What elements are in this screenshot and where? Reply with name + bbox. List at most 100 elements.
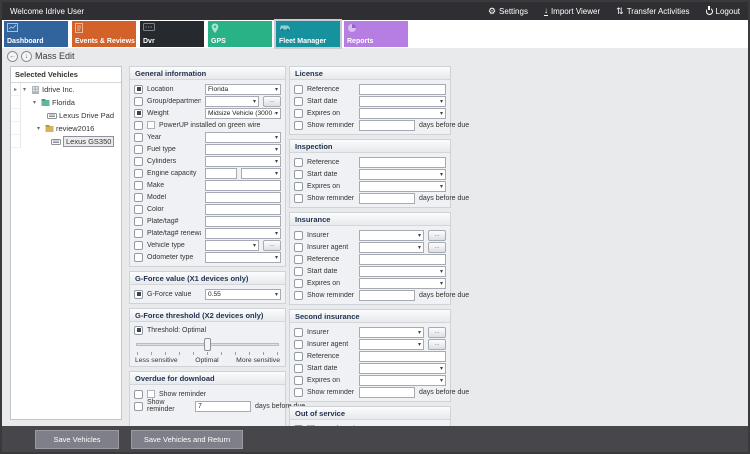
second-insurer-agent-select[interactable]: ▾ — [359, 338, 424, 350]
color-checkbox[interactable] — [134, 204, 143, 214]
license-reference-checkbox[interactable] — [294, 84, 303, 94]
second-insurer-agent-checkbox[interactable] — [294, 339, 303, 349]
import-viewer-button[interactable]: ↓ Import Viewer — [543, 5, 601, 16]
second-insurer-agent-more-button[interactable]: ... — [428, 338, 446, 350]
engine-unit-select[interactable]: ▾ — [241, 167, 281, 179]
inspection-start-checkbox[interactable] — [294, 169, 303, 179]
insurance-start-date-select[interactable]: ▾ — [359, 265, 446, 277]
color-input[interactable] — [205, 203, 281, 215]
powerup-value-checkbox[interactable] — [147, 121, 155, 129]
second-insurance-expires-select[interactable]: ▾ — [359, 374, 446, 386]
tab-gps[interactable]: GPS — [208, 21, 272, 47]
odometer-type-checkbox[interactable] — [134, 252, 143, 262]
engine-capacity-checkbox[interactable] — [134, 168, 143, 178]
license-reminder-checkbox[interactable] — [294, 120, 303, 130]
location-select[interactable]: Florida ▾ — [205, 83, 281, 95]
insurer-agent-select[interactable]: ▾ — [359, 241, 424, 253]
inspection-expires-select[interactable]: ▾ — [359, 180, 446, 192]
show-reminder-value-checkbox[interactable] — [147, 390, 155, 398]
tree-row-company[interactable]: ▸ ▾ Idrive Inc. — [11, 83, 121, 96]
slider-thumb[interactable] — [204, 338, 211, 351]
second-insurer-select[interactable]: ▾ — [359, 326, 424, 338]
back-button[interactable]: ← — [7, 50, 18, 62]
down-button[interactable]: ↓ — [21, 50, 32, 62]
license-days-input[interactable] — [359, 119, 415, 131]
settings-button[interactable]: ⚙ Settings — [487, 5, 528, 16]
plate-input[interactable] — [205, 215, 281, 227]
insurance-start-checkbox[interactable] — [294, 266, 303, 276]
odometer-type-select[interactable]: ▾ — [205, 251, 281, 263]
insurance-reminder-checkbox[interactable] — [294, 290, 303, 300]
second-insurance-expires-checkbox[interactable] — [294, 375, 303, 385]
second-insurer-more-button[interactable]: ... — [428, 326, 446, 338]
tree-row-vehicle-selected[interactable]: Lexus GS350 — [11, 135, 121, 148]
year-checkbox[interactable] — [134, 132, 143, 142]
tab-dashboard[interactable]: Dashboard — [4, 21, 68, 47]
inspection-reference-input[interactable] — [359, 156, 446, 168]
insurer-select[interactable]: ▾ — [359, 229, 424, 241]
expander-icon[interactable]: ▾ — [33, 100, 37, 106]
make-checkbox[interactable] — [134, 180, 143, 190]
inspection-reference-checkbox[interactable] — [294, 157, 303, 167]
powerup-checkbox[interactable] — [134, 120, 143, 130]
group-checkbox[interactable] — [134, 96, 143, 106]
insurance-days-input[interactable] — [359, 289, 415, 301]
save-vehicles-button[interactable]: Save Vehicles — [35, 429, 119, 449]
fuel-type-checkbox[interactable] — [134, 144, 143, 154]
overdue-days-checkbox[interactable] — [134, 401, 143, 411]
insurer-agent-more-button[interactable]: ... — [428, 241, 446, 253]
inspection-days-input[interactable] — [359, 192, 415, 204]
transfer-activities-button[interactable]: ⇅ Transfer Activities — [616, 5, 690, 16]
insurer-agent-checkbox[interactable] — [294, 242, 303, 252]
overdue-reminder-checkbox[interactable] — [134, 389, 143, 399]
threshold-checkbox[interactable] — [134, 325, 143, 335]
license-reference-input[interactable] — [359, 83, 446, 95]
insurer-checkbox[interactable] — [294, 230, 303, 240]
second-insurance-reference-input[interactable] — [359, 350, 446, 362]
plate-renewal-select[interactable]: ▾ — [205, 227, 281, 239]
expander-icon[interactable]: ▾ — [37, 126, 41, 132]
weight-checkbox[interactable] — [134, 108, 143, 118]
insurance-expires-checkbox[interactable] — [294, 278, 303, 288]
insurance-expires-select[interactable]: ▾ — [359, 277, 446, 289]
group-more-button[interactable]: ... — [263, 95, 281, 107]
logout-button[interactable]: Logout — [705, 5, 740, 16]
license-start-checkbox[interactable] — [294, 96, 303, 106]
model-input[interactable] — [205, 191, 281, 203]
license-expires-checkbox[interactable] — [294, 108, 303, 118]
overdue-days-input[interactable] — [195, 400, 251, 412]
inspection-expires-checkbox[interactable] — [294, 181, 303, 191]
tree-row-group[interactable]: ▾ review2016 — [11, 122, 121, 135]
second-insurance-start-checkbox[interactable] — [294, 363, 303, 373]
tab-fleet-manager[interactable]: Fleet Manager — [274, 19, 342, 49]
expander-icon[interactable]: ▾ — [23, 87, 27, 93]
tab-reports[interactable]: Reports — [344, 21, 408, 47]
second-insurer-checkbox[interactable] — [294, 327, 303, 337]
weight-select[interactable]: Midsize Vehicle (3000 - 3500 pounds)▾ — [205, 107, 281, 119]
make-input[interactable] — [205, 179, 281, 191]
tree-row-vehicle[interactable]: Lexus Drive Pad — [11, 109, 121, 122]
gforce-value-checkbox[interactable] — [134, 289, 143, 299]
insurance-reference-checkbox[interactable] — [294, 254, 303, 264]
plate-checkbox[interactable] — [134, 216, 143, 226]
save-vehicles-return-button[interactable]: Save Vehicles and Return — [131, 429, 243, 449]
license-start-date-select[interactable]: ▾ — [359, 95, 446, 107]
vehicle-type-more-button[interactable]: ... — [263, 239, 281, 251]
fuel-type-select[interactable]: ▾ — [205, 143, 281, 155]
inspection-reminder-checkbox[interactable] — [294, 193, 303, 203]
gforce-threshold-slider[interactable] — [136, 338, 279, 351]
cylinders-checkbox[interactable] — [134, 156, 143, 166]
plate-renewal-checkbox[interactable] — [134, 228, 143, 238]
second-insurance-start-date-select[interactable]: ▾ — [359, 362, 446, 374]
vehicle-type-select[interactable]: ▾ — [205, 239, 259, 251]
second-insurance-days-input[interactable] — [359, 386, 415, 398]
year-select[interactable]: ▾ — [205, 131, 281, 143]
engine-capacity-input[interactable] — [205, 167, 237, 179]
second-insurance-reference-checkbox[interactable] — [294, 351, 303, 361]
location-checkbox[interactable] — [134, 84, 143, 94]
tab-events-reviews[interactable]: Events & Reviews — [72, 21, 136, 47]
tree-row-group[interactable]: ▾ Florida — [11, 96, 121, 109]
gforce-value-select[interactable]: 0.55 ▾ — [205, 288, 281, 300]
tab-dvr[interactable]: Dvr — [140, 21, 204, 47]
vehicle-type-checkbox[interactable] — [134, 240, 143, 250]
